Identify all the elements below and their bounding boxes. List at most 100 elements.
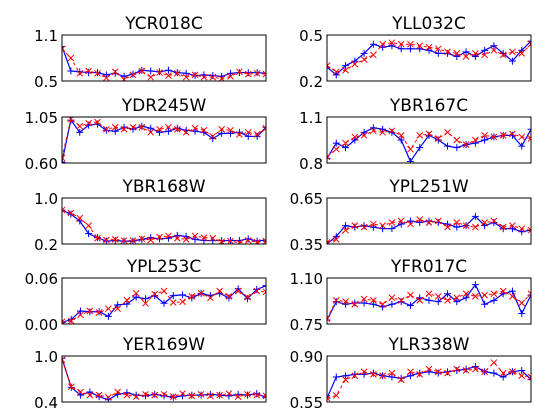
y-tick-label: 1.10 [290,270,323,288]
data-point [508,57,516,65]
data-point [462,294,470,302]
data-point [77,311,84,319]
data-point [453,52,461,60]
data-point [332,236,340,243]
data-point [370,220,377,228]
data-point [369,223,377,231]
data-point [527,291,531,299]
data-point [129,70,137,78]
data-point [508,131,516,139]
data-point [120,237,128,244]
data-point [518,142,526,150]
axes-frame [61,197,267,245]
data-point [388,39,396,47]
data-point [379,372,386,380]
data-point [416,371,424,378]
data-point [253,69,261,77]
data-point [156,125,163,133]
data-point [406,217,414,225]
data-point [132,391,140,399]
series-line [327,42,531,73]
data-point [62,356,66,362]
data-point [209,73,217,81]
data-point [499,51,507,59]
subplot-ylr338w: YLR338W 0.90 0.55 [290,335,532,411]
subplot-title: YFR017C [390,257,467,277]
axes-frame [326,355,532,403]
data-point [425,43,433,51]
data-point [85,119,92,127]
data-point [397,296,405,304]
y-tick-label: 0.60 [25,155,58,173]
data-point [236,68,243,76]
data-point [360,368,368,376]
data-point [472,50,479,57]
data-point [351,300,359,308]
data-point [379,40,386,48]
data-point [342,144,350,152]
data-point [471,212,479,220]
y-tick-label: 0.75 [290,316,323,334]
series-red-dashed [327,216,531,244]
data-point [102,74,110,81]
data-point [129,237,137,244]
y-tick-label: 0.06 [25,270,58,288]
subplot-title: YLR338W [388,335,470,355]
data-point [207,392,214,400]
data-point [197,289,205,297]
series-blue-line [62,117,266,163]
y-tick-label: 0.00 [25,316,58,334]
data-point [62,356,66,364]
series-red-dashed [62,117,266,162]
data-point [147,124,155,132]
series-blue-line [327,124,531,163]
data-point [509,48,516,56]
data-point [244,237,252,244]
data-point [444,128,451,136]
data-point [138,66,146,74]
series-line [62,118,266,163]
data-point [200,234,208,242]
data-point [342,226,349,234]
data-point [169,393,177,401]
data-point [218,125,226,133]
axes-frame [326,116,532,164]
data-point [360,222,368,230]
data-point [197,390,205,398]
data-point [481,136,489,144]
data-point [407,368,414,376]
data-point [332,392,340,399]
data-point [388,42,396,50]
data-point [416,296,424,304]
axes-frame [326,34,532,82]
data-point [141,392,149,400]
data-point [499,373,507,381]
subplot-title: YBR168W [121,177,205,197]
data-point [434,219,442,227]
data-point [114,388,121,396]
data-point [369,369,377,377]
data-point [206,390,214,398]
data-point [434,49,442,57]
y-tick-label: 1.1 [34,27,58,45]
data-point [156,233,163,241]
data-point [169,393,177,400]
data-point [527,40,531,48]
data-point [173,234,181,242]
data-point [262,69,266,77]
data-point [179,291,187,299]
data-point [481,51,488,59]
data-point [434,368,442,376]
data-point [453,144,461,152]
data-point [253,390,261,398]
data-point [76,122,84,130]
data-point [342,298,349,306]
data-point [434,298,442,306]
data-point [182,69,190,77]
data-point [173,69,181,77]
data-point [207,294,214,302]
data-point [332,296,340,304]
data-point [67,54,75,62]
series-red-dashed [327,39,531,76]
data-point [527,226,531,234]
